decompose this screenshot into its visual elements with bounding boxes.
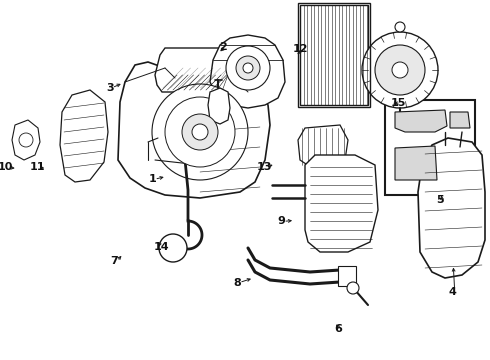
Polygon shape <box>60 90 108 182</box>
Text: 10: 10 <box>0 162 13 172</box>
Text: 1: 1 <box>148 174 156 184</box>
Circle shape <box>165 97 235 167</box>
Circle shape <box>152 84 248 180</box>
Polygon shape <box>155 48 232 92</box>
Circle shape <box>192 124 208 140</box>
Bar <box>300 5 368 105</box>
Circle shape <box>182 114 218 150</box>
Text: 12: 12 <box>293 44 309 54</box>
Circle shape <box>347 282 359 294</box>
Polygon shape <box>118 62 270 198</box>
Text: 4: 4 <box>449 287 457 297</box>
Bar <box>385 100 475 195</box>
Polygon shape <box>418 138 485 278</box>
Circle shape <box>236 56 260 80</box>
Circle shape <box>395 22 405 32</box>
Text: 15: 15 <box>391 98 407 108</box>
Text: 13: 13 <box>256 162 272 172</box>
Circle shape <box>243 63 253 73</box>
Text: 6: 6 <box>335 324 343 334</box>
Text: 3: 3 <box>106 83 114 93</box>
Polygon shape <box>210 35 285 108</box>
Circle shape <box>392 62 408 78</box>
Text: 11: 11 <box>29 162 45 172</box>
Polygon shape <box>208 88 230 124</box>
Circle shape <box>375 45 425 95</box>
Circle shape <box>19 133 33 147</box>
Polygon shape <box>395 110 447 132</box>
Bar <box>338 266 356 286</box>
Circle shape <box>226 46 270 90</box>
Polygon shape <box>395 146 437 180</box>
Text: 2: 2 <box>220 42 227 52</box>
Bar <box>298 3 370 107</box>
Circle shape <box>159 234 187 262</box>
Circle shape <box>362 32 438 108</box>
Text: 5: 5 <box>436 195 444 205</box>
Polygon shape <box>305 155 378 252</box>
Polygon shape <box>298 125 348 168</box>
Text: 7: 7 <box>111 256 119 266</box>
Text: 8: 8 <box>233 278 241 288</box>
Text: 14: 14 <box>153 242 169 252</box>
Text: 9: 9 <box>277 216 285 226</box>
Polygon shape <box>450 112 470 128</box>
Polygon shape <box>12 120 40 160</box>
